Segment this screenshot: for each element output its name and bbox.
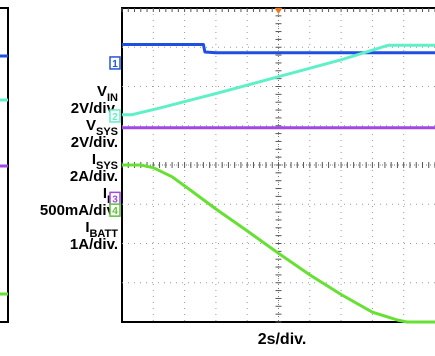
- channel-marker-text: 2: [112, 112, 118, 123]
- channel-labels: VIN2V/div.VSYS2V/div.ISYS2A/div.IIN500mA…: [40, 83, 118, 253]
- trace-area: [122, 43, 435, 324]
- channel-label-1: VIN: [97, 83, 118, 104]
- channel-marker-1: 1: [109, 56, 121, 70]
- channel-label-8: 500mA/div.: [40, 202, 118, 219]
- channel-label-4: 2V/div.: [71, 134, 118, 151]
- left-edge-trace-panel: [0, 7, 9, 323]
- graticule: [121, 7, 435, 323]
- channel-marker-2: 2: [109, 109, 121, 123]
- trigger-marker: [274, 8, 283, 14]
- channel-label-2: 2V/div.: [71, 100, 118, 117]
- channel-label-5: ISYS: [92, 151, 118, 172]
- channel-label-3: VSYS: [86, 117, 118, 138]
- channel-label-6: 2A/div.: [70, 168, 118, 185]
- channel-marker-text: 4: [112, 206, 118, 217]
- channel-marker-4: 4: [109, 203, 121, 217]
- trace-1: [122, 43, 435, 55]
- x-axis-label: 2s/div.: [258, 331, 307, 348]
- channel-marker-text: 1: [112, 59, 118, 70]
- channel-markers: 1 2 34: [109, 56, 121, 217]
- channel-marker-text: 3: [112, 194, 118, 205]
- channel-label-9: IBATT: [85, 219, 118, 240]
- trace-2: [122, 43, 435, 117]
- trace-4: [122, 163, 435, 324]
- channel-marker-box: [109, 203, 121, 217]
- channel-marker-box: [109, 56, 121, 70]
- channel-marker-box: [109, 109, 121, 123]
- channel-label-10: 1A/div.: [70, 236, 118, 253]
